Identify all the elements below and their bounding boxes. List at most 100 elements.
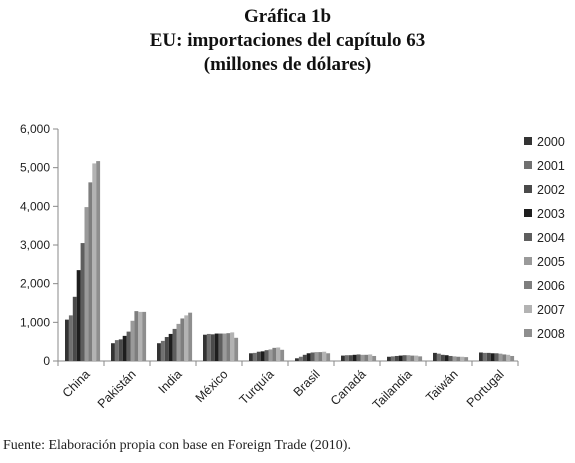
bar	[226, 333, 231, 361]
bar	[302, 354, 307, 361]
bar	[84, 207, 89, 361]
bar	[436, 353, 441, 361]
bar	[122, 335, 127, 361]
bar	[172, 328, 177, 361]
bar	[490, 353, 495, 361]
bar	[318, 352, 323, 361]
bar	[210, 334, 215, 361]
bar	[114, 340, 119, 361]
bar	[76, 270, 81, 361]
bar	[134, 311, 139, 361]
bar	[68, 315, 73, 361]
bar	[368, 354, 373, 361]
bar	[126, 331, 131, 361]
x-tick-label: India	[156, 367, 185, 396]
legend-label: 2008	[537, 327, 565, 341]
bar	[356, 354, 361, 361]
bar	[80, 243, 85, 361]
plot-area: 0 1,000 2,000 3,000 4,000 5,000 6,000 China Paki…	[20, 122, 519, 412]
legend-swatch	[524, 185, 532, 193]
y-tick-label: 2,000	[20, 277, 50, 291]
bar	[341, 355, 345, 361]
bar	[206, 333, 211, 361]
legend-swatch	[524, 329, 532, 337]
legend-swatch	[524, 305, 532, 313]
bar-chart: 0 1,000 2,000 3,000 4,000 5,000 6,000 China Paki…	[20, 122, 565, 412]
bar	[203, 334, 207, 361]
bar	[372, 355, 377, 361]
bar	[360, 354, 365, 361]
legend-swatch	[524, 281, 532, 289]
bar	[260, 351, 265, 361]
legend-label: 2002	[537, 183, 565, 197]
bar	[502, 354, 507, 361]
bar	[322, 351, 327, 361]
bar	[276, 347, 281, 361]
bar	[326, 353, 331, 361]
bar	[188, 312, 193, 361]
bar	[234, 337, 239, 361]
x-tick-label: Portugal	[464, 367, 507, 410]
bar	[214, 333, 219, 361]
bar	[498, 353, 503, 361]
bar	[440, 354, 445, 361]
bar	[264, 350, 269, 361]
bar	[111, 343, 115, 361]
bar	[494, 353, 499, 361]
legend-swatch	[524, 257, 532, 265]
legend-swatch	[524, 137, 532, 145]
x-tick-label: Tailandia	[370, 367, 415, 412]
bar	[72, 296, 77, 361]
legend-label: 2001	[537, 159, 565, 173]
x-tick-label: México	[193, 367, 231, 405]
bar	[295, 358, 299, 361]
bar	[344, 355, 349, 361]
bar	[444, 355, 449, 361]
bar	[486, 352, 491, 361]
y-tick-label: 6,000	[20, 122, 50, 136]
chart-subtitle-line-1: EU: importaciones del capítulo 63	[149, 30, 426, 51]
bar	[222, 333, 227, 361]
bar	[218, 333, 223, 361]
bar	[306, 353, 311, 361]
bar	[410, 355, 415, 361]
bar	[456, 356, 461, 361]
bar	[118, 339, 123, 361]
bar	[448, 355, 453, 361]
bar	[138, 311, 143, 361]
bar	[510, 355, 515, 361]
legend-label: 2006	[537, 279, 565, 293]
legend-label: 2005	[537, 255, 565, 269]
bar	[184, 315, 189, 361]
x-tick-label: Pakistán	[95, 367, 139, 411]
bar	[65, 319, 69, 361]
bar	[157, 343, 161, 361]
legend-swatch	[524, 161, 532, 169]
bar	[176, 323, 181, 361]
legend-label: 2004	[537, 231, 565, 245]
chart-subtitle-line-2: (millones de dólares)	[203, 54, 372, 75]
bar	[418, 356, 423, 361]
bar	[230, 332, 235, 361]
bar	[433, 352, 437, 361]
bar	[256, 351, 261, 361]
legend-swatch	[524, 209, 532, 217]
legend-label: 2003	[537, 207, 565, 221]
x-tick-label: Turquía	[237, 367, 277, 407]
bar	[479, 352, 483, 361]
source-note: Fuente: Elaboración propia con base en F…	[3, 438, 351, 453]
bar	[398, 355, 403, 361]
bar	[482, 352, 487, 361]
bar	[249, 353, 253, 361]
bar	[88, 182, 93, 361]
bar	[402, 355, 407, 361]
x-tick-label: Taiwán	[423, 367, 460, 404]
bar	[348, 355, 353, 361]
bar	[268, 349, 273, 361]
y-tick-label: 5,000	[20, 161, 50, 175]
x-tick-label: China	[60, 367, 93, 400]
x-tick-label: Brasil	[291, 367, 323, 399]
legend-swatch	[524, 233, 532, 241]
bar	[364, 354, 369, 361]
bar	[180, 318, 185, 361]
